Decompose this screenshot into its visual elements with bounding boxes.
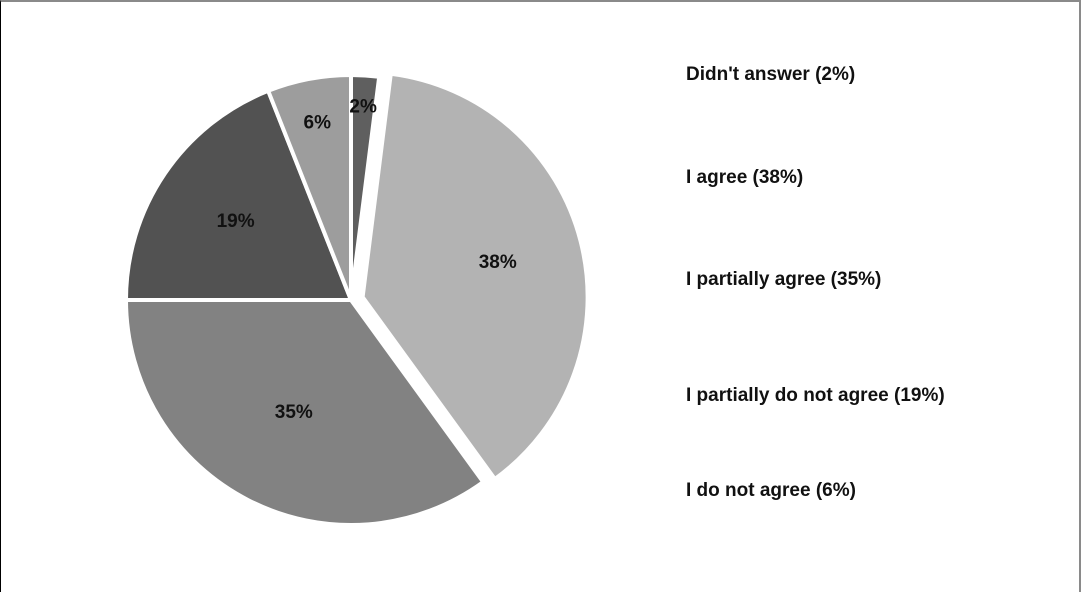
slice-data-label: 19% <box>217 211 255 232</box>
legend-entry: I partially agree (35%) <box>686 269 882 290</box>
slice-data-label: 2% <box>349 96 377 117</box>
slice-data-label: 38% <box>479 252 517 273</box>
legend-entry: I agree (38%) <box>686 167 804 188</box>
legend-entry: I do not agree (6%) <box>686 480 856 501</box>
slice-data-label: 35% <box>275 402 313 423</box>
legend-entry: Didn't answer (2%) <box>686 64 856 85</box>
pie-slice <box>360 71 590 482</box>
pie-slice <box>124 88 353 302</box>
pie-slice <box>124 298 486 527</box>
legend-entry: I partially do not agree (19%) <box>686 385 945 406</box>
pie-slice <box>266 73 353 302</box>
pie-slices <box>124 71 590 527</box>
slice-data-label: 6% <box>304 113 332 134</box>
pie-data-labels: 2% 38% 35% 19% 6% <box>217 96 517 422</box>
